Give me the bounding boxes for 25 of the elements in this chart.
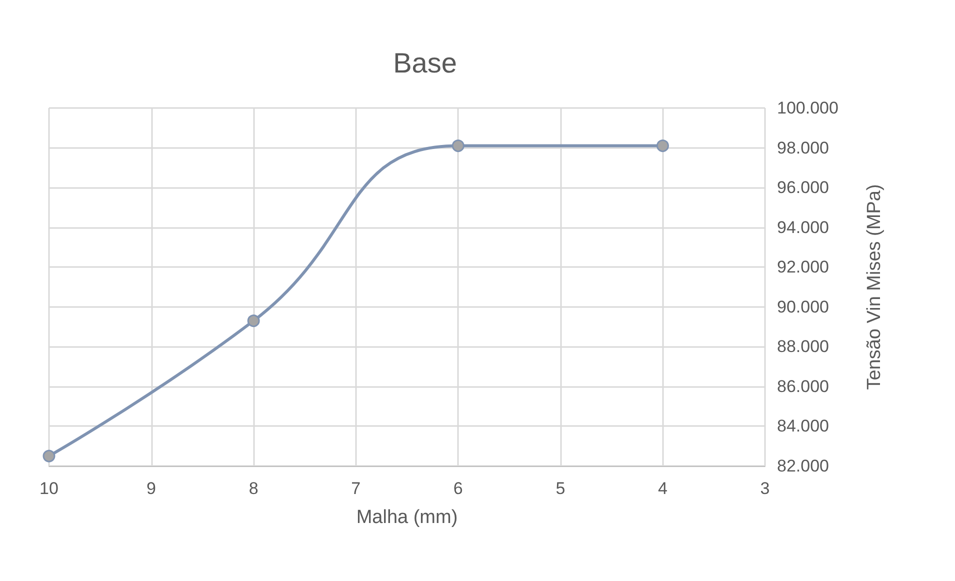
point <box>247 314 260 328</box>
x-tick-label: 8 <box>248 479 258 498</box>
x-tick-label: 6 <box>453 479 463 498</box>
x-tick-label: 5 <box>556 479 566 498</box>
y-tick-label: 100.000 <box>777 98 838 118</box>
x-tick-label: 4 <box>658 479 668 498</box>
y-tick-label: 94.000 <box>777 218 829 237</box>
y-tick-label: 82.000 <box>777 456 829 476</box>
point <box>452 140 464 152</box>
y-tick-label: 86.000 <box>777 376 829 396</box>
point <box>42 450 56 462</box>
x-tick-label: 9 <box>146 479 156 498</box>
y-tick-label: 96.000 <box>777 178 829 198</box>
y-tick-label: 98.000 <box>777 138 829 158</box>
x-tick-label: 10 <box>40 479 58 498</box>
x-tick-label: 3 <box>760 479 770 498</box>
y-tick-label: 88.000 <box>777 337 829 356</box>
y-axis-title: Tensão Vin Mises (MPa) <box>864 184 885 390</box>
y-tick-label: 90.000 <box>777 297 829 316</box>
chart-title: Base <box>393 48 457 78</box>
y-tick-label: 92.000 <box>777 258 829 277</box>
y-tick-label: 84.000 <box>777 416 829 436</box>
x-axis-title: Malha (mm) <box>356 507 458 528</box>
point <box>656 140 669 152</box>
x-tick-label: 7 <box>351 479 361 498</box>
